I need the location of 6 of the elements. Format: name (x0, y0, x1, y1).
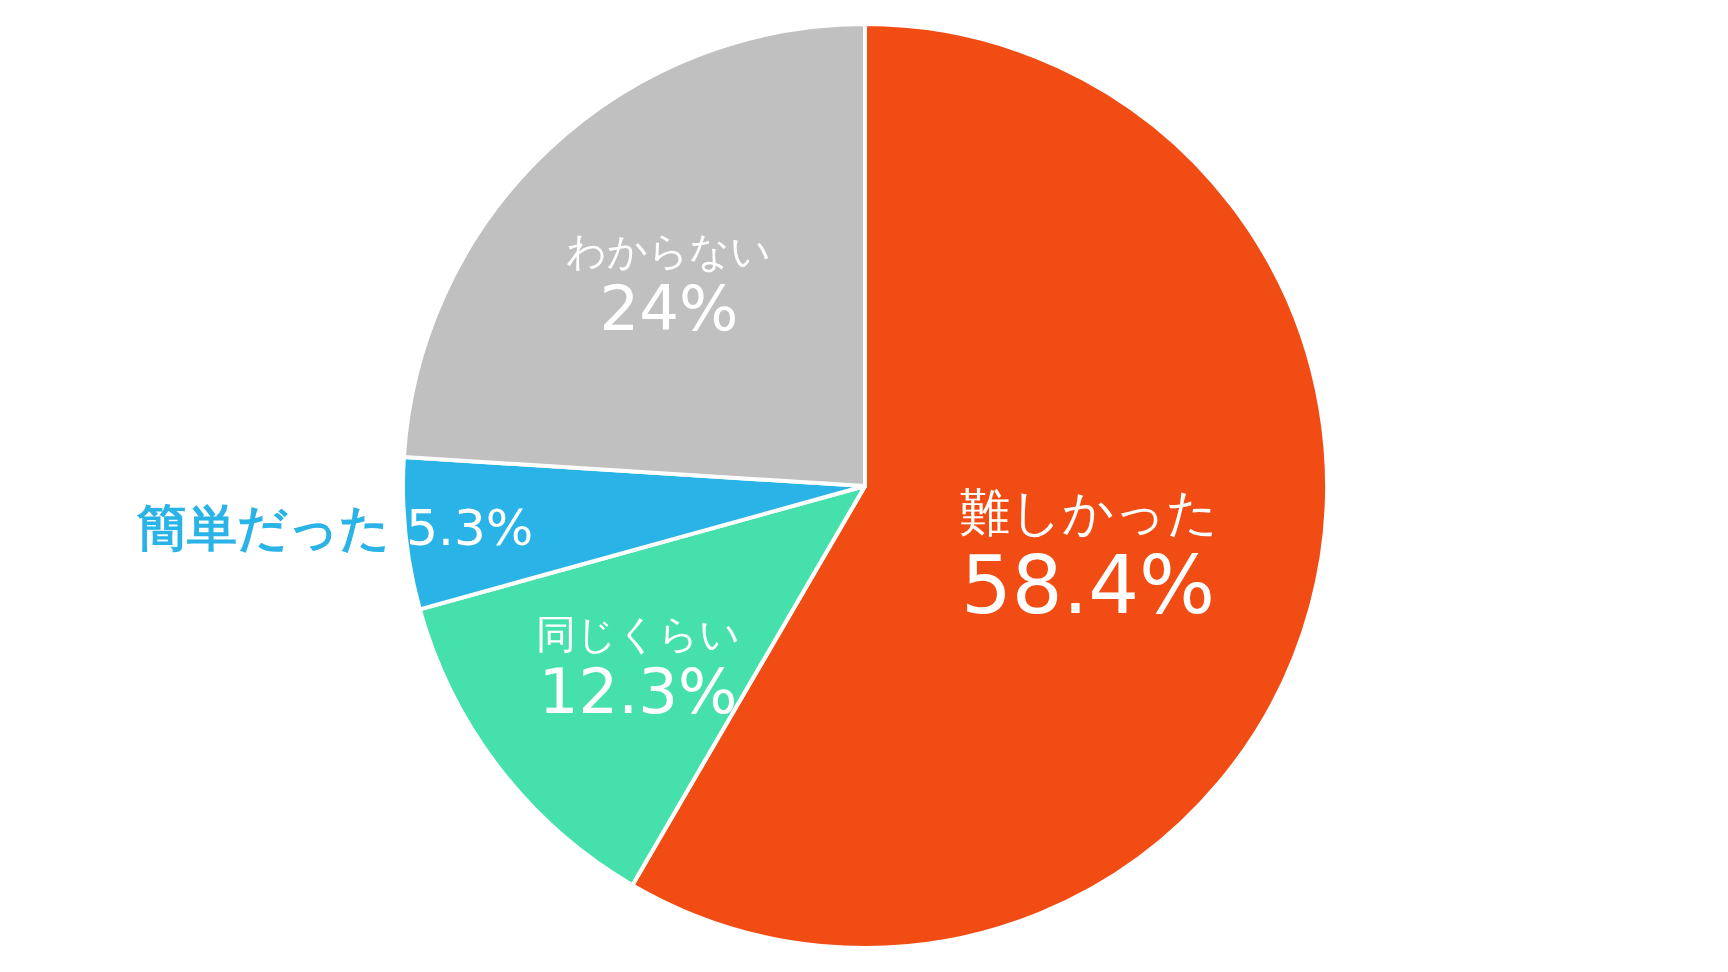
slice-label: わからない (566, 227, 772, 274)
data-label: 5.3% (406, 498, 534, 557)
data-label: 24% (599, 271, 739, 345)
slice-label: 同じくらい (536, 611, 741, 658)
slice-label: 簡単だった (135, 498, 390, 557)
data-label: 12.3% (538, 655, 738, 729)
